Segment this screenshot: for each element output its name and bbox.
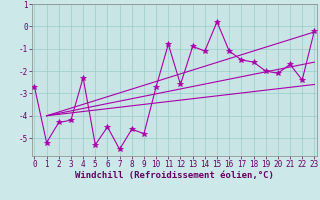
- X-axis label: Windchill (Refroidissement éolien,°C): Windchill (Refroidissement éolien,°C): [75, 171, 274, 180]
